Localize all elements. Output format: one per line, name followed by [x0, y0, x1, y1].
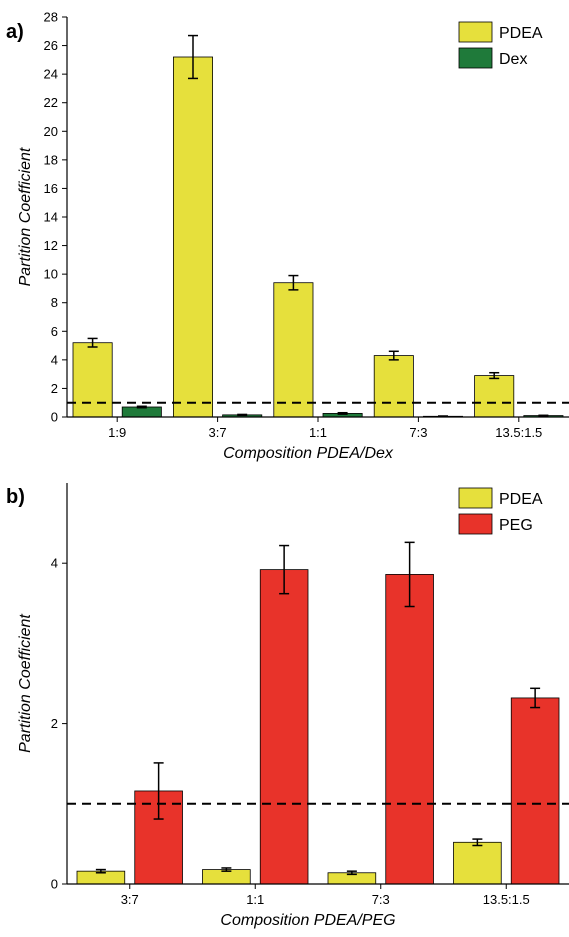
- y-tick-label: 16: [44, 181, 58, 196]
- legend-label-dex: Dex: [499, 51, 527, 68]
- x-tick-label: 3:7: [121, 892, 139, 907]
- bar-pdea-1: [72, 342, 113, 418]
- legend-swatch-pdea: [458, 21, 493, 43]
- x-tick-label: 1:1: [246, 892, 264, 907]
- y-tick-label: 28: [44, 10, 58, 25]
- bar-dex-1: [121, 406, 162, 418]
- y-tick-label: 22: [44, 95, 58, 110]
- legend-swatch-peg: [458, 513, 493, 535]
- y-tick-label: 10: [44, 267, 58, 282]
- x-tick-label: 1:9: [108, 425, 126, 440]
- legend-label-pdea: PDEA: [499, 25, 543, 42]
- x-tick-label: 13.5:1.5: [483, 892, 530, 907]
- y-tick-label: 4: [51, 352, 58, 367]
- y-tick-label: 12: [44, 238, 58, 253]
- y-tick-label: 2: [51, 716, 58, 731]
- y-tick-label: 14: [44, 210, 58, 225]
- chart-panel-1: a)1:9 3:7 1:1 7:3 13.5:1.5024681012141618202…: [6, 10, 569, 462]
- y-tick-label: 8: [51, 295, 58, 310]
- x-axis-title: Composition PDEA/PEG: [220, 912, 395, 929]
- y-tick-label: 24: [44, 67, 58, 82]
- x-tick-label: 1:1: [309, 425, 327, 440]
- x-axis-title: Composition PDEA/Dex: [223, 445, 394, 462]
- bar-peg-3: [385, 574, 434, 885]
- bar-pdea-4: [373, 355, 414, 418]
- legend-label-peg: PEG: [499, 517, 533, 534]
- y-tick-label: 0: [51, 410, 58, 425]
- bar-pdea-3: [273, 282, 314, 418]
- y-tick-label: 6: [51, 324, 58, 339]
- panel-label: b): [6, 486, 25, 508]
- y-tick-label: 2: [51, 381, 58, 396]
- bar-pdea-4: [453, 841, 502, 885]
- y-axis-title: Partition Coefficient: [17, 614, 34, 753]
- y-tick-label: 18: [44, 152, 58, 167]
- y-tick-label: 4: [51, 556, 58, 571]
- y-tick-label: 20: [44, 124, 58, 139]
- legend-swatch-pdea: [458, 487, 493, 509]
- x-tick-label: 13.5:1.5: [495, 425, 542, 440]
- x-tick-label: 3:7: [209, 425, 227, 440]
- bar-pdea-2: [172, 56, 213, 418]
- bar-pdea-5: [474, 375, 515, 418]
- x-tick-label: 7:3: [372, 892, 390, 907]
- legend-swatch-dex: [458, 47, 493, 69]
- x-tick-label: 7:3: [409, 425, 427, 440]
- chart-panel-2: b) 3:7 1:1 7:3 13.5:1.5 0 2 4 Composition PDEA/P…: [6, 483, 569, 929]
- y-axis-title: Partition Coefficient: [17, 147, 34, 286]
- bar-peg-4: [510, 697, 560, 885]
- panel-label: a): [6, 21, 24, 43]
- bar-peg-2: [259, 569, 309, 885]
- y-tick-label: 26: [44, 38, 58, 53]
- y-tick-label: 0: [51, 877, 58, 892]
- legend-label-pdea: PDEA: [499, 491, 543, 508]
